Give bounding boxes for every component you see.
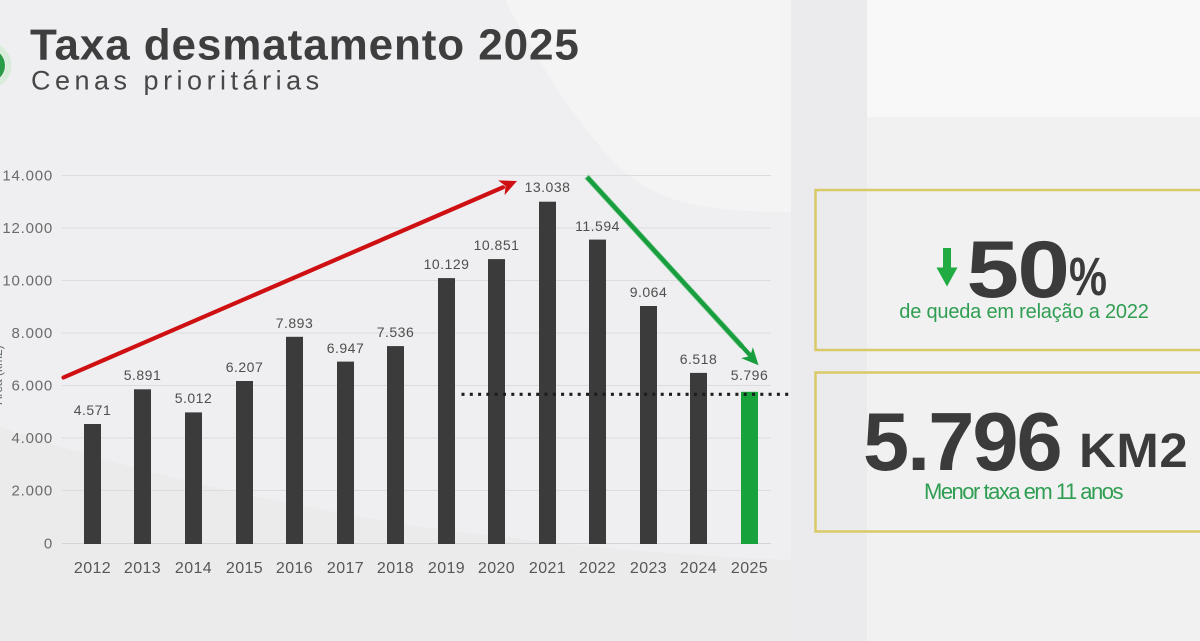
svg-text:2025: 2025 [731,560,768,577]
svg-text:2020: 2020 [478,560,515,577]
svg-text:Menor taxa em 11 anos: Menor taxa em 11 anos [924,479,1123,504]
svg-text:%: % [1069,247,1107,307]
svg-text:5.012: 5.012 [175,390,213,406]
svg-text:2012: 2012 [74,560,111,577]
svg-text:10.129: 10.129 [424,256,470,272]
svg-text:2018: 2018 [377,560,414,577]
svg-text:5.891: 5.891 [124,367,162,383]
svg-text:7.536: 7.536 [377,324,415,340]
svg-text:2.000: 2.000 [11,483,53,500]
svg-text:5.796: 5.796 [731,367,769,383]
svg-text:12.000: 12.000 [2,220,53,237]
svg-text:Área (km2): Área (km2) [0,345,5,404]
svg-text:6.207: 6.207 [226,359,264,375]
svg-text:2022: 2022 [579,560,616,577]
svg-text:Cenas prioritárias: Cenas prioritárias [31,66,324,96]
svg-text:0: 0 [44,536,53,553]
svg-text:de queda em relação a 2022: de queda em relação a 2022 [899,301,1149,323]
svg-text:2016: 2016 [276,560,313,577]
svg-text:6.518: 6.518 [680,351,718,367]
svg-text:14.000: 14.000 [2,168,53,185]
svg-text:6.000: 6.000 [11,378,53,395]
svg-text:10.851: 10.851 [474,237,520,253]
svg-text:KM2: KM2 [1079,424,1188,477]
svg-text:2024: 2024 [680,560,717,577]
svg-text:4.571: 4.571 [74,402,112,418]
svg-text:2014: 2014 [175,560,212,577]
svg-text:5.796: 5.796 [863,395,1061,488]
svg-text:2023: 2023 [630,560,667,577]
svg-text:6.947: 6.947 [327,340,365,356]
svg-text:Taxa desmatamento 2025: Taxa desmatamento 2025 [30,21,580,70]
svg-text:7.893: 7.893 [276,315,314,331]
svg-text:13.038: 13.038 [525,179,571,195]
svg-text:50: 50 [967,223,1069,314]
svg-text:8.000: 8.000 [11,325,53,342]
svg-text:9.064: 9.064 [630,284,668,300]
svg-text:2019: 2019 [428,560,465,577]
svg-text:2013: 2013 [124,560,161,577]
svg-text:2015: 2015 [226,560,263,577]
svg-text:11.594: 11.594 [575,218,620,234]
svg-text:2017: 2017 [327,560,364,577]
svg-text:10.000: 10.000 [2,273,53,290]
svg-text:4.000: 4.000 [11,430,53,447]
svg-text:2021: 2021 [529,560,566,577]
